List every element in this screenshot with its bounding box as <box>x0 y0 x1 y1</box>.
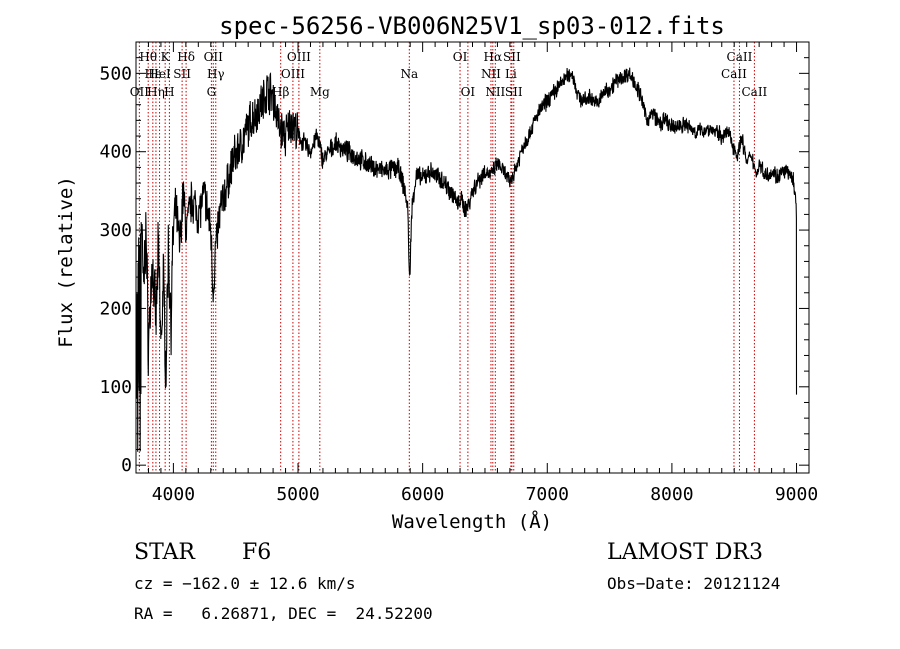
object-subclass: F6 <box>242 540 271 565</box>
spectral-line-label: CaII <box>741 85 767 99</box>
x-tick-label: 7000 <box>526 484 569 505</box>
spectral-line-label: Hη <box>147 85 165 99</box>
spectral-line-label: Mg <box>310 85 330 99</box>
y-axis-ticks: 0 100 200 300 400 500 <box>99 57 809 476</box>
spectral-line-label: H <box>164 85 174 99</box>
plot-frame <box>135 41 810 474</box>
y-tick-label: 200 <box>99 298 132 319</box>
spectral-line-label: OII <box>204 50 224 64</box>
spectral-line-label: NII <box>485 85 505 99</box>
spectral-line-label: SII <box>173 67 191 81</box>
spectral-line-label: SII <box>505 85 523 99</box>
survey-name: LAMOST DR3 <box>607 540 763 565</box>
chart-title: spec-56256-VB006N25V1_sp03-012.fits <box>219 12 725 40</box>
spectral-line-label: Hα <box>484 50 503 64</box>
spectral-line-label: Hθ <box>139 50 157 64</box>
spectral-line-label: OIII <box>281 67 305 81</box>
x-tick-label: 8000 <box>650 484 693 505</box>
spectral-line-label: Li <box>505 67 517 81</box>
x-tick-label: 9000 <box>775 484 818 505</box>
spectral-line-label: K <box>161 50 171 64</box>
spectral-line-label: Hδ <box>177 50 195 64</box>
x-axis-ticks: 4000 5000 6000 7000 8000 9000 <box>147 42 818 505</box>
object-class: STAR <box>134 540 196 565</box>
spectral-line-label: CaII <box>721 67 747 81</box>
spectral-line-label: OI <box>461 85 476 99</box>
y-tick-label: 500 <box>99 63 132 84</box>
x-tick-label: 5000 <box>276 484 319 505</box>
spectral-line-label: G <box>207 85 217 99</box>
obs-date: Obs−Date: 20121124 <box>607 574 780 593</box>
x-tick-label: 6000 <box>401 484 444 505</box>
spectral-line-label: Hβ <box>272 85 289 99</box>
spectral-line-label: OI <box>453 50 468 64</box>
spectrum-line <box>135 67 798 452</box>
spectral-line-label: CaII <box>727 50 753 64</box>
coordinates: RA = 6.26871, DEC = 24.52200 <box>134 604 433 623</box>
spectral-line-label: OIII <box>287 50 311 64</box>
spectral-line-label: OII <box>130 85 150 99</box>
y-tick-label: 300 <box>99 220 132 241</box>
spectral-line-markers <box>138 42 755 473</box>
spectral-line-label: NII <box>481 67 501 81</box>
y-axis-label: Flux (relative) <box>55 176 77 348</box>
spectral-line-label: HeI <box>148 67 171 81</box>
spectral-line-label: Na <box>400 67 418 81</box>
y-tick-label: 400 <box>99 142 132 163</box>
y-tick-label: 0 <box>121 455 132 476</box>
spectral-line-label: Hγ <box>207 67 225 81</box>
x-tick-label: 4000 <box>152 484 195 505</box>
spectral-line-label: Hε <box>144 67 161 81</box>
redshift-text: cz = −162.0 ± 12.6 km/s <box>134 574 356 593</box>
x-axis-label: Wavelength (Å) <box>392 510 552 533</box>
y-tick-label: 100 <box>99 377 132 398</box>
spectral-line-label: SII <box>503 50 521 64</box>
